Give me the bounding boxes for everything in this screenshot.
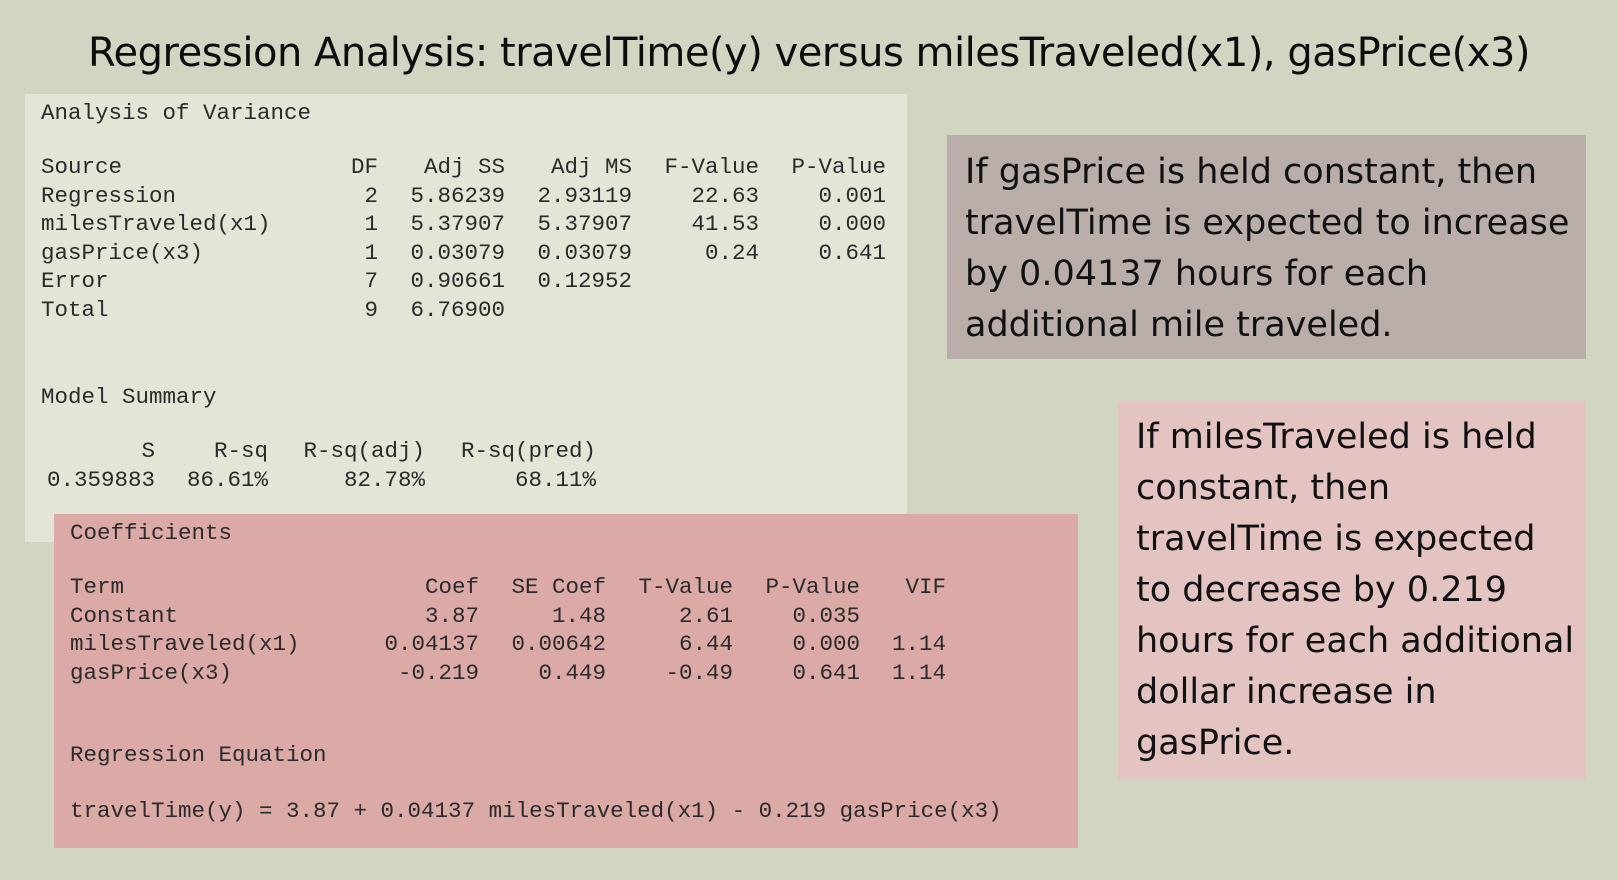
anova-table: Source DF Adj SS Adj MS F-Value P-Value … (41, 153, 886, 324)
column-header-f-value: F-Value (664, 154, 759, 180)
adj-ss-cell: 0.03079 (410, 239, 505, 266)
adj-ms-cell: 2.93119 (537, 182, 632, 209)
source-cell: Error (41, 268, 109, 294)
t-value-cell: 6.44 (678, 631, 733, 657)
vif-cell: 1.14 (891, 631, 946, 657)
page-title: Regression Analysis: travelTime(y) versu… (88, 30, 1530, 76)
table-row: gasPrice(x3) -0.219 0.449 -0.49 0.641 1.… (70, 659, 946, 688)
regression-equation-heading: Regression Equation (70, 742, 327, 768)
table-row: Constant 3.87 1.48 2.61 0.035 (70, 602, 946, 631)
gas-price-constant-note: If gasPrice is held constant, then trave… (947, 135, 1586, 359)
adj-ss-cell: 6.76900 (410, 296, 505, 323)
se-coef-cell: 1.48 (551, 602, 606, 629)
adj-ss-cell: 5.86239 (410, 182, 505, 209)
column-header-coef: Coef (424, 574, 479, 600)
df-cell: 7 (364, 268, 378, 294)
coefficients-heading: Coefficients (70, 520, 233, 546)
anova-heading: Analysis of Variance (41, 100, 312, 126)
r-sq-pred-value: 68.11% (514, 466, 596, 493)
adj-ss-cell: 0.90661 (410, 268, 505, 294)
column-header-term: Term (70, 574, 125, 600)
df-cell: 1 (364, 211, 378, 237)
anova-output-panel: Analysis of Variance Source DF Adj SS Ad… (25, 94, 907, 542)
table-row: Regression 2 5.86239 2.93119 22.63 0.001 (41, 182, 886, 211)
adj-ms-cell: 5.37907 (537, 211, 632, 237)
term-cell: milesTraveled(x1) (70, 631, 300, 657)
r-sq-adj-value: 82.78% (343, 466, 425, 493)
column-header-r-sq-pred: R-sq(pred) (460, 438, 596, 464)
column-header-s: S (141, 438, 155, 464)
coefficients-table: Term Coef SE Coef T-Value P-Value VIF Co… (70, 573, 946, 687)
table-row: gasPrice(x3) 1 0.03079 0.03079 0.24 0.64… (41, 239, 886, 268)
p-value-cell (759, 296, 886, 325)
s-value: 0.359883 (46, 466, 155, 493)
source-cell: gasPrice(x3) (41, 239, 204, 266)
vif-cell (860, 602, 946, 631)
p-value-cell: 0.641 (792, 659, 860, 686)
source-cell: Total (41, 296, 109, 323)
coefficients-header-row: Term Coef SE Coef T-Value P-Value VIF (70, 573, 946, 602)
column-header-t-value: T-Value (638, 574, 733, 600)
regression-equation: travelTime(y) = 3.87 + 0.04137 milesTrav… (70, 798, 1002, 824)
column-header-p-value: P-Value (791, 154, 886, 180)
coef-cell: 0.04137 (384, 631, 479, 657)
adj-ms-cell: 0.03079 (537, 239, 632, 266)
column-header-r-sq-adj: R-sq(adj) (303, 438, 425, 464)
p-value-cell: 0.000 (818, 211, 886, 237)
table-row: Total 9 6.76900 (41, 296, 886, 325)
f-value-cell (632, 296, 759, 325)
anova-header-row: Source DF Adj SS Adj MS F-Value P-Value (41, 153, 886, 182)
se-coef-cell: 0.00642 (511, 631, 606, 657)
column-header-adj-ms: Adj MS (550, 154, 632, 180)
se-coef-cell: 0.449 (538, 659, 606, 686)
source-cell: Regression (41, 182, 177, 209)
source-cell: milesTraveled(x1) (41, 211, 271, 237)
adj-ms-cell (505, 296, 632, 325)
coef-cell: 3.87 (424, 602, 479, 629)
model-summary-heading: Model Summary (41, 384, 217, 410)
model-summary-header-row: S R-sq R-sq(adj) R-sq(pred) (41, 437, 596, 466)
table-row: Error 7 0.90661 0.12952 (41, 267, 886, 296)
coefficients-output-panel: Coefficients Term Coef SE Coef T-Value P… (54, 514, 1078, 848)
p-value-cell: 0.001 (818, 182, 886, 209)
f-value-cell: 22.63 (691, 182, 759, 209)
df-cell: 2 (364, 182, 378, 209)
term-cell: gasPrice(x3) (70, 659, 233, 686)
column-header-r-sq: R-sq (213, 438, 268, 464)
r-sq-value: 86.61% (186, 466, 268, 493)
column-header-p-value: P-Value (765, 574, 860, 600)
coef-cell: -0.219 (397, 659, 479, 686)
table-row: 0.359883 86.61% 82.78% 68.11% (41, 466, 596, 495)
table-row: milesTraveled(x1) 1 5.37907 5.37907 41.5… (41, 210, 886, 239)
adj-ms-cell: 0.12952 (537, 268, 632, 294)
column-header-source: Source (41, 154, 123, 180)
column-header-se-coef: SE Coef (511, 574, 606, 600)
model-summary-table: S R-sq R-sq(adj) R-sq(pred) 0.359883 86.… (41, 437, 596, 494)
column-header-df: DF (350, 154, 378, 180)
p-value-cell: 0.035 (792, 602, 860, 629)
df-cell: 9 (364, 296, 378, 323)
column-header-vif: VIF (905, 574, 946, 600)
term-cell: Constant (70, 602, 179, 629)
vif-cell: 1.14 (891, 659, 946, 686)
f-value-cell: 41.53 (691, 211, 759, 237)
p-value-cell: 0.000 (792, 631, 860, 657)
t-value-cell: 2.61 (678, 602, 733, 629)
f-value-cell (632, 267, 759, 296)
miles-constant-note: If milesTraveled is held constant, then … (1118, 402, 1585, 780)
p-value-cell (759, 267, 886, 296)
column-header-adj-ss: Adj SS (423, 154, 505, 180)
adj-ss-cell: 5.37907 (410, 211, 505, 237)
table-row: milesTraveled(x1) 0.04137 0.00642 6.44 0… (70, 630, 946, 659)
t-value-cell: -0.49 (665, 659, 733, 686)
p-value-cell: 0.641 (818, 239, 886, 266)
f-value-cell: 0.24 (704, 239, 759, 266)
df-cell: 1 (364, 239, 378, 266)
